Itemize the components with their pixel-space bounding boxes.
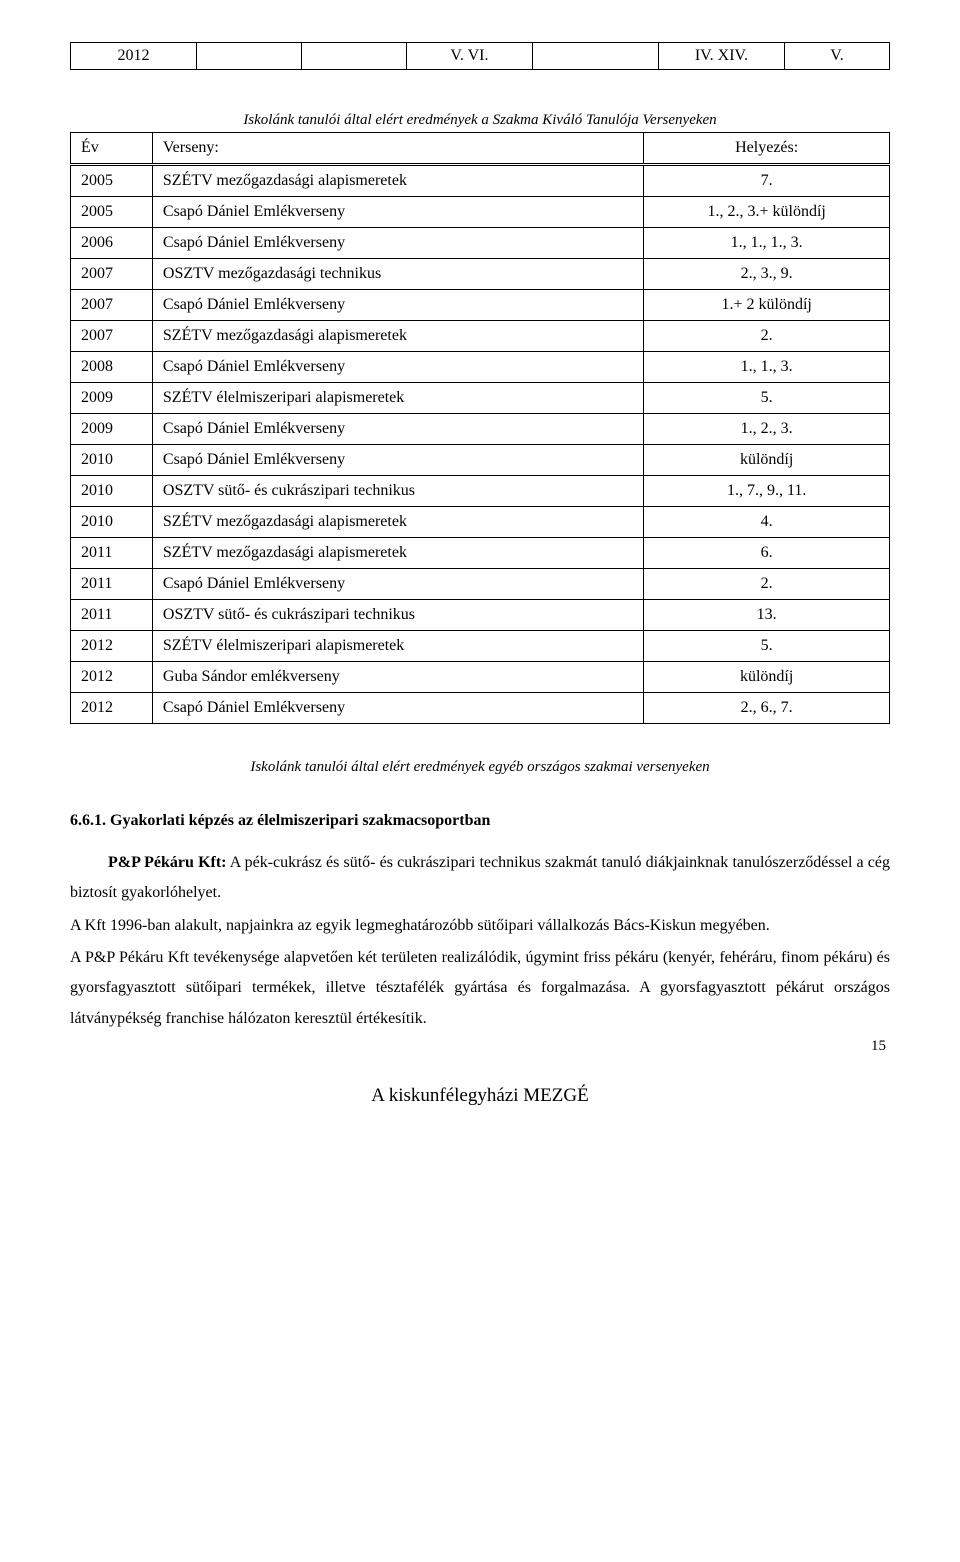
table-row: 2012Guba Sándor emlékversenykülöndíj [71, 662, 890, 693]
sub-caption: Iskolánk tanulói által elért eredmények … [70, 759, 890, 776]
cell-year: 2007 [71, 321, 153, 352]
cell-year: 2011 [71, 538, 153, 569]
cell-year: 2010 [71, 476, 153, 507]
header-placement: Helyezés: [644, 133, 890, 165]
top-cell: V. VI. [406, 43, 532, 70]
cell-year: 2012 [71, 631, 153, 662]
cell-placement: 2. [644, 321, 890, 352]
cell-placement: 1., 7., 9., 11. [644, 476, 890, 507]
paragraph-1: P&P Pékáru Kft: A pék-cukrász és sütő- é… [70, 848, 890, 909]
cell-placement: 2., 6., 7. [644, 693, 890, 724]
paragraph-3: A P&P Pékáru Kft tevékenysége alapvetően… [70, 943, 890, 1034]
table-caption: Iskolánk tanulói által elért eredmények … [70, 112, 890, 129]
top-table-row: 2012 V. VI. IV. XIV. V. [71, 43, 890, 70]
top-cell: IV. XIV. [658, 43, 784, 70]
cell-year: 2009 [71, 383, 153, 414]
cell-competition: SZÉTV élelmiszeripari alapismeretek [152, 631, 643, 662]
cell-competition: Csapó Dániel Emlékverseny [152, 445, 643, 476]
cell-placement: 13. [644, 600, 890, 631]
cell-placement: 2. [644, 569, 890, 600]
cell-placement: 1., 2., 3.+ különdíj [644, 197, 890, 228]
section-heading: 6.6.1. Gyakorlati képzés az élelmiszerip… [70, 812, 890, 830]
top-cell: V. [784, 43, 889, 70]
cell-year: 2005 [71, 165, 153, 197]
cell-competition: Csapó Dániel Emlékverseny [152, 290, 643, 321]
cell-year: 2011 [71, 600, 153, 631]
cell-year: 2009 [71, 414, 153, 445]
table-row: 2011SZÉTV mezőgazdasági alapismeretek6. [71, 538, 890, 569]
cell-year: 2006 [71, 228, 153, 259]
cell-year: 2005 [71, 197, 153, 228]
page-number: 15 [70, 1038, 890, 1055]
table-row: 2011OSZTV sütő- és cukrászipari techniku… [71, 600, 890, 631]
cell-competition: Guba Sándor emlékverseny [152, 662, 643, 693]
cell-placement: 5. [644, 631, 890, 662]
cell-competition: Csapó Dániel Emlékverseny [152, 693, 643, 724]
cell-competition: Csapó Dániel Emlékverseny [152, 197, 643, 228]
cell-year: 2010 [71, 445, 153, 476]
cell-competition: OSZTV sütő- és cukrászipari technikus [152, 600, 643, 631]
table-row: 2007Csapó Dániel Emlékverseny1.+ 2 külön… [71, 290, 890, 321]
cell-year: 2007 [71, 259, 153, 290]
cell-competition: SZÉTV mezőgazdasági alapismeretek [152, 538, 643, 569]
table-row: 2010OSZTV sütő- és cukrászipari techniku… [71, 476, 890, 507]
table-row: 2012Csapó Dániel Emlékverseny2., 6., 7. [71, 693, 890, 724]
top-cell [196, 43, 301, 70]
cell-year: 2008 [71, 352, 153, 383]
paragraph-2: A Kft 1996-ban alakult, napjainkra az eg… [70, 911, 890, 941]
cell-placement: 5. [644, 383, 890, 414]
table-row: 2010Csapó Dániel Emlékversenykülöndíj [71, 445, 890, 476]
cell-year: 2010 [71, 507, 153, 538]
table-row: 2005SZÉTV mezőgazdasági alapismeretek7. [71, 165, 890, 197]
cell-placement: 1., 1., 1., 3. [644, 228, 890, 259]
table-row: 2006Csapó Dániel Emlékverseny1., 1., 1.,… [71, 228, 890, 259]
table-row: 2005Csapó Dániel Emlékverseny1., 2., 3.+… [71, 197, 890, 228]
table-header-row: Év Verseny: Helyezés: [71, 133, 890, 165]
table-row: 2011Csapó Dániel Emlékverseny2. [71, 569, 890, 600]
table-row: 2009Csapó Dániel Emlékverseny1., 2., 3. [71, 414, 890, 445]
cell-year: 2007 [71, 290, 153, 321]
table-row: 2009SZÉTV élelmiszeripari alapismeretek5… [71, 383, 890, 414]
cell-placement: 4. [644, 507, 890, 538]
cell-competition: Csapó Dániel Emlékverseny [152, 228, 643, 259]
cell-year: 2012 [71, 693, 153, 724]
cell-year: 2011 [71, 569, 153, 600]
cell-competition: Csapó Dániel Emlékverseny [152, 414, 643, 445]
cell-competition: SZÉTV mezőgazdasági alapismeretek [152, 507, 643, 538]
top-cell: 2012 [71, 43, 197, 70]
cell-year: 2012 [71, 662, 153, 693]
top-cell [532, 43, 658, 70]
table-row: 2008Csapó Dániel Emlékverseny1., 1., 3. [71, 352, 890, 383]
cell-placement: különdíj [644, 445, 890, 476]
top-cell [301, 43, 406, 70]
header-year: Év [71, 133, 153, 165]
cell-competition: Csapó Dániel Emlékverseny [152, 352, 643, 383]
table-row: 2010SZÉTV mezőgazdasági alapismeretek4. [71, 507, 890, 538]
cell-competition: SZÉTV mezőgazdasági alapismeretek [152, 165, 643, 197]
table-row: 2007SZÉTV mezőgazdasági alapismeretek2. [71, 321, 890, 352]
header-competition: Verseny: [152, 133, 643, 165]
top-summary-table: 2012 V. VI. IV. XIV. V. [70, 42, 890, 70]
cell-placement: 1., 1., 3. [644, 352, 890, 383]
cell-placement: 6. [644, 538, 890, 569]
results-table: Év Verseny: Helyezés: 2005SZÉTV mezőgazd… [70, 132, 890, 724]
cell-placement: különdíj [644, 662, 890, 693]
cell-competition: SZÉTV élelmiszeripari alapismeretek [152, 383, 643, 414]
cell-competition: SZÉTV mezőgazdasági alapismeretek [152, 321, 643, 352]
table-row: 2012SZÉTV élelmiszeripari alapismeretek5… [71, 631, 890, 662]
cell-placement: 7. [644, 165, 890, 197]
cell-competition: OSZTV sütő- és cukrászipari technikus [152, 476, 643, 507]
cell-competition: Csapó Dániel Emlékverseny [152, 569, 643, 600]
table-row: 2007OSZTV mezőgazdasági technikus2., 3.,… [71, 259, 890, 290]
cell-placement: 2., 3., 9. [644, 259, 890, 290]
cell-competition: OSZTV mezőgazdasági technikus [152, 259, 643, 290]
cell-placement: 1.+ 2 különdíj [644, 290, 890, 321]
paragraph-1-bold: P&P Pékáru Kft: [108, 854, 227, 871]
cell-placement: 1., 2., 3. [644, 414, 890, 445]
footer-title: A kiskunfélegyházi MEZGÉ [70, 1085, 890, 1107]
